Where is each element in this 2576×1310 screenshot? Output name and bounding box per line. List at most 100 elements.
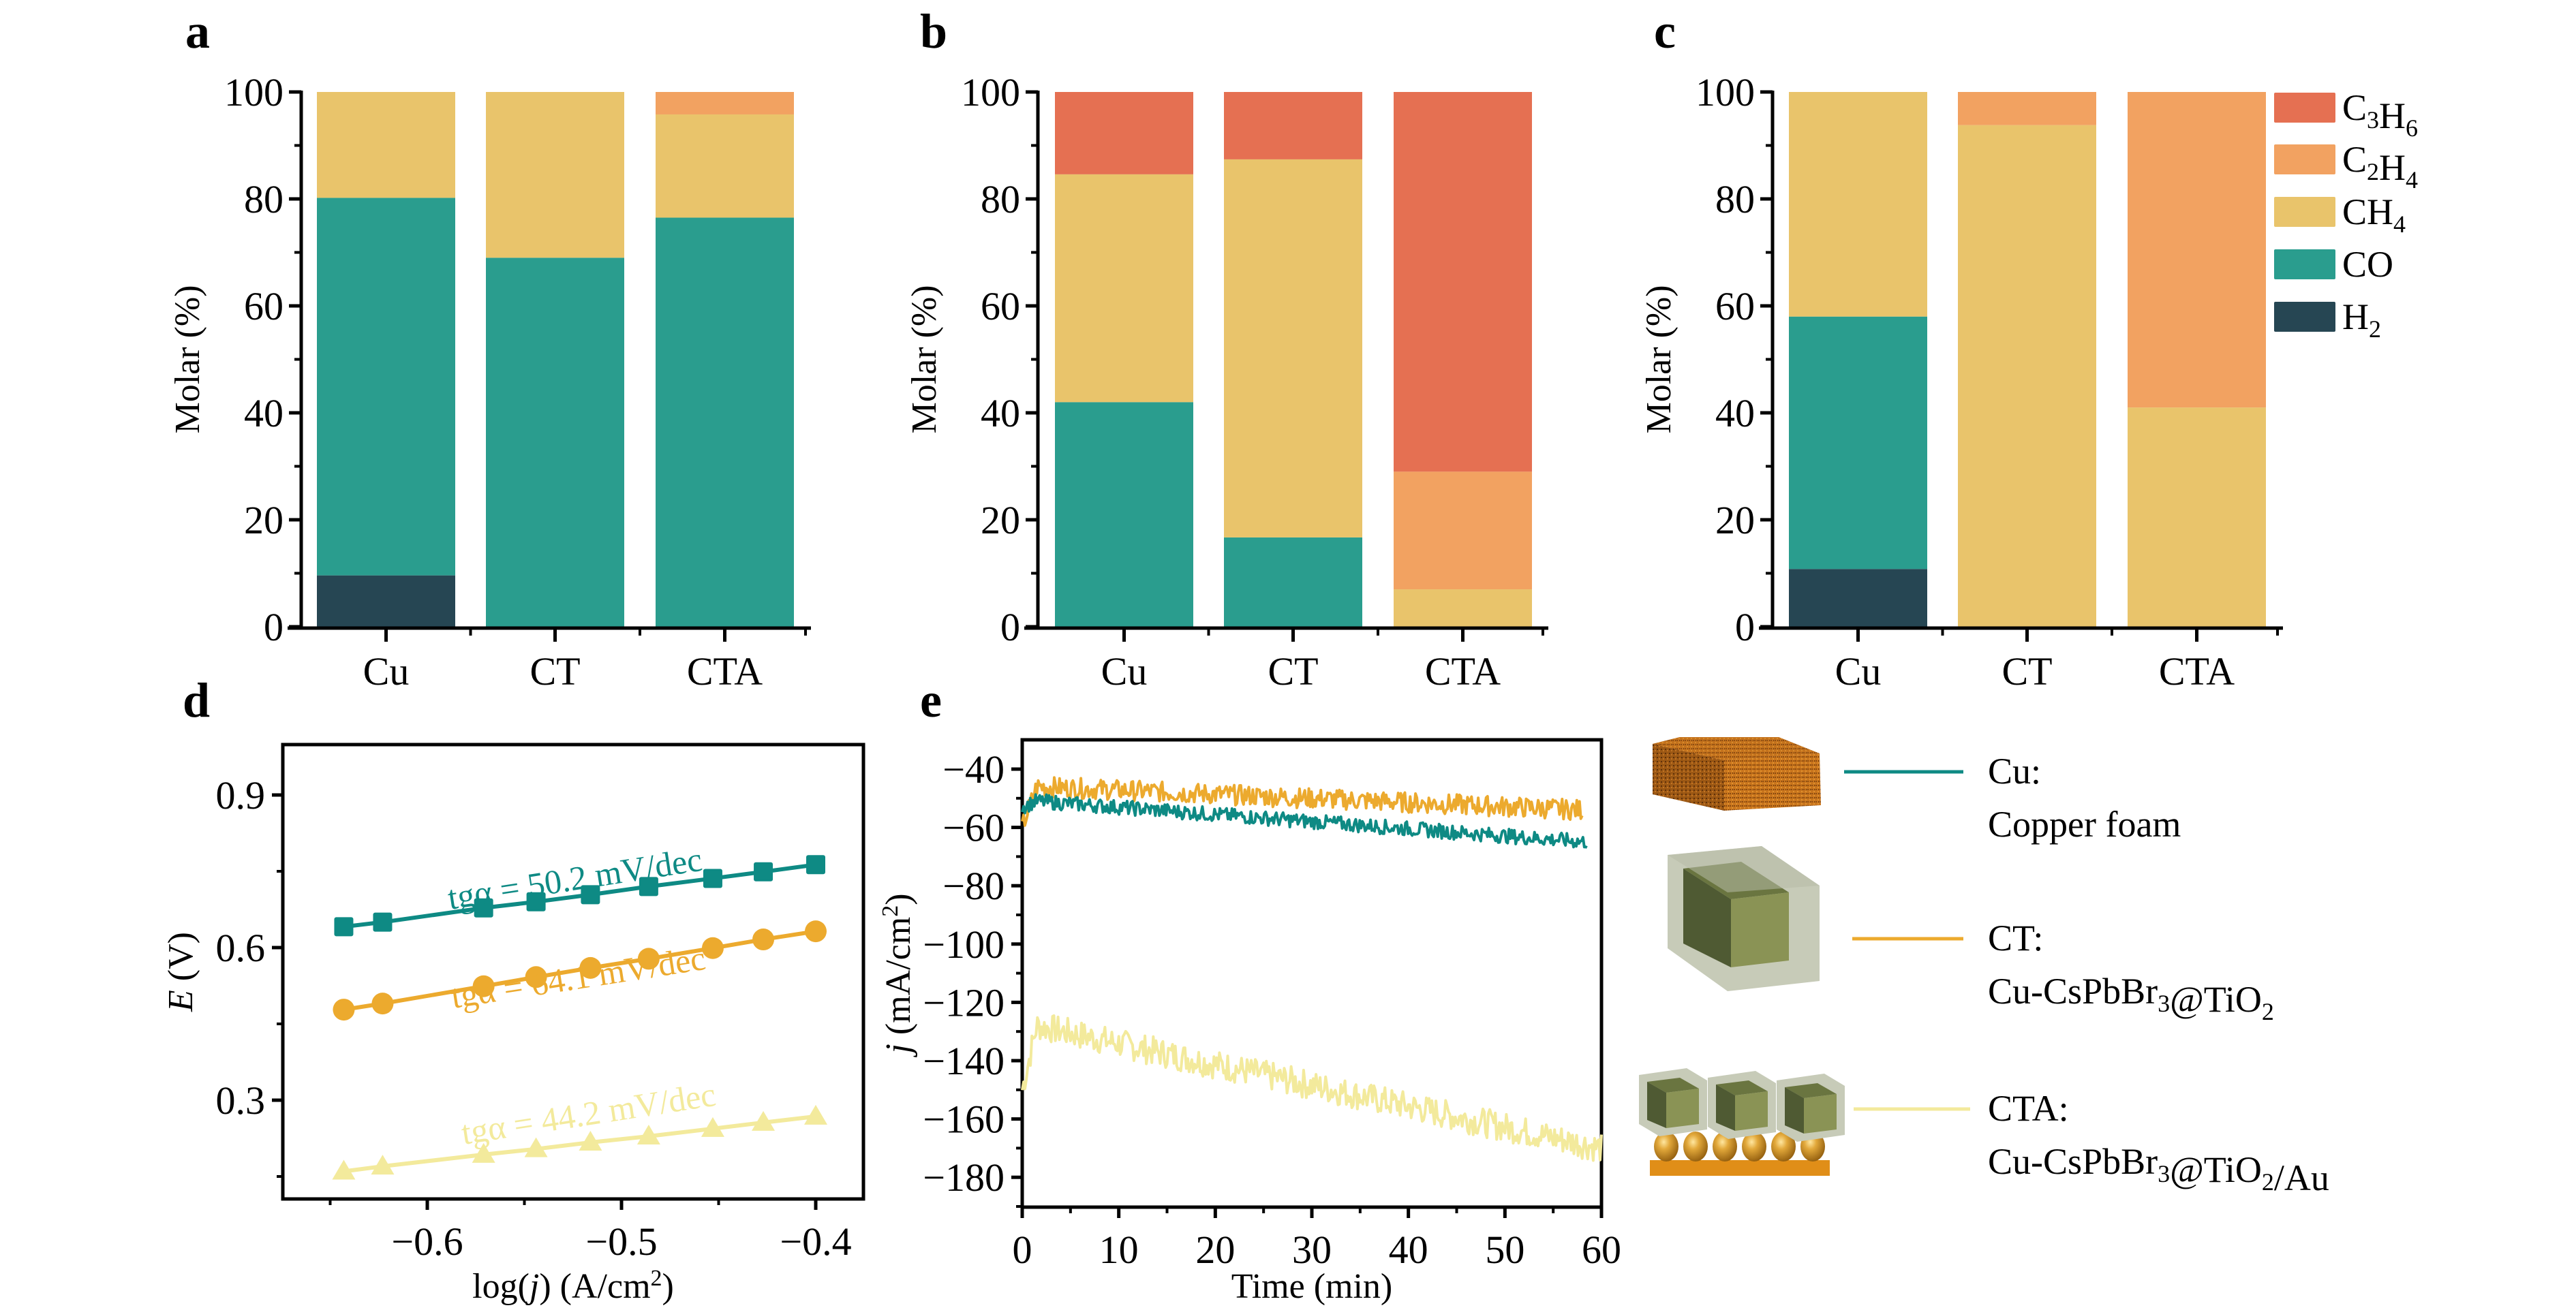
- y-tick-label: 40: [981, 391, 1020, 435]
- x-axis-title: log(j) (A/cm2): [472, 1266, 674, 1306]
- series-line-cu: [1021, 793, 1588, 849]
- bar-segment-co-cta: [656, 217, 794, 627]
- bar-segment-c3h6-ct: [1224, 92, 1362, 159]
- bar-segment-c3h6-cu: [1055, 92, 1193, 174]
- series-line-ct: [1021, 776, 1584, 827]
- legend-swatch-c3h6: [2274, 93, 2335, 123]
- bar-segment-co-ct: [1224, 537, 1362, 627]
- y-tick-label: 20: [244, 498, 283, 542]
- x-tick-label: 20: [1195, 1228, 1235, 1272]
- legend-description-ct: Cu-CsPbBr3@TiO2: [1988, 971, 2274, 1025]
- legend-swatch-co: [2274, 249, 2335, 279]
- y-axis-title: Molar (%): [905, 285, 944, 433]
- sample-legend: Cu: Copper foam CT: Cu-CsPbBr3@TiO2 CTA: Cu-C…: [1844, 751, 2329, 1198]
- bar-segment-ch4-ct: [1224, 159, 1362, 537]
- perovskite-top: [1647, 1078, 1699, 1093]
- data-point-ct: [371, 993, 394, 1015]
- y-tick-label: 100: [1696, 70, 1755, 114]
- x-tick-label: −0.5: [585, 1219, 657, 1264]
- series-line-cta: [1021, 1014, 1603, 1162]
- data-point-cta: [524, 1137, 548, 1157]
- y-tick-label: 0: [1000, 605, 1020, 649]
- y-tick-label: 80: [244, 177, 283, 221]
- data-point-cu: [806, 855, 825, 875]
- x-tick-label-ct: CT: [1268, 649, 1318, 693]
- x-tick-label: 10: [1099, 1228, 1139, 1272]
- y-tick-label: 60: [981, 284, 1020, 328]
- data-point-cta: [752, 1110, 776, 1131]
- data-point-cu: [581, 885, 600, 905]
- data-point-cta: [804, 1104, 827, 1125]
- data-point-cu: [334, 917, 354, 937]
- bar-segment-h2-cu: [1789, 569, 1927, 627]
- x-tick-label-ct: CT: [2002, 649, 2052, 693]
- y-tick-label: 40: [244, 391, 283, 435]
- legend-description-cu: Copper foam: [1988, 804, 2181, 845]
- legend-title-cu: Cu:: [1988, 751, 2041, 792]
- bar-segment-ch4-ct: [1958, 125, 2096, 627]
- bar-segment-co-cu: [1789, 316, 1927, 570]
- y-axis-title: j (mA/cm2): [878, 893, 918, 1057]
- panel-d-chart: 0.3 0.6 0.9 −0.6 −0.5 −0.4 log(j) (A/cm2) E (V)…: [162, 743, 865, 1306]
- panel-c-chart: 0 20 40 60 80 100 Cu CT CTA Molar (%): [1640, 70, 2283, 693]
- data-point-cta: [701, 1117, 724, 1137]
- coated-cube-icon: [1668, 846, 1820, 991]
- y-tick-label: 0.3: [216, 1078, 266, 1123]
- cu-substrate: [1650, 1160, 1830, 1176]
- data-point-cta: [579, 1130, 602, 1151]
- y-tick-label: 40: [1715, 391, 1755, 435]
- y-tick-label: −60: [942, 806, 1005, 850]
- bar-segment-h2-cu: [317, 575, 455, 627]
- data-point-ct: [333, 999, 355, 1021]
- perovskite-side: [1647, 1082, 1666, 1128]
- data-point-cu: [639, 877, 658, 896]
- legend-swatch-c2h4: [2274, 144, 2335, 174]
- data-point-ct: [805, 920, 827, 943]
- y-tick-label: 60: [244, 284, 283, 328]
- bar-segment-c2h4-cta: [2128, 92, 2266, 408]
- x-tick-label: 30: [1292, 1228, 1332, 1272]
- legend-label-co: CO: [2342, 244, 2393, 285]
- au-nanoparticle: [1654, 1132, 1678, 1161]
- bar-segment-co-cu: [317, 198, 455, 576]
- legend-swatch-h2: [2274, 302, 2335, 332]
- panel-label-a: a: [185, 4, 210, 59]
- au-nanoparticle: [1771, 1132, 1796, 1161]
- y-tick-label: −180: [923, 1155, 1005, 1200]
- data-point-cu: [703, 869, 722, 888]
- data-point-ct: [579, 956, 602, 979]
- x-tick-label: 0: [1013, 1228, 1032, 1272]
- data-point-ct: [752, 929, 775, 951]
- x-tick-label: 60: [1582, 1228, 1621, 1272]
- perovskite-front: [1804, 1094, 1837, 1134]
- au-nanoparticle: [1742, 1132, 1766, 1161]
- bar-segment-ch4-ct: [486, 92, 624, 258]
- data-point-cta: [637, 1125, 660, 1145]
- plot-frame: [281, 743, 865, 1201]
- perovskite-top: [1785, 1083, 1837, 1098]
- x-tick-label-ct: CT: [530, 649, 580, 693]
- x-tick-label: −0.6: [391, 1219, 463, 1264]
- perovskite-front: [1735, 1091, 1768, 1131]
- bar-segment-ch4-cta: [1394, 589, 1532, 627]
- x-tick-label-cu: Cu: [363, 649, 410, 693]
- y-tick-label: 20: [981, 498, 1020, 542]
- data-point-cu: [526, 892, 546, 911]
- bar-segment-ch4-cta: [2128, 407, 2266, 627]
- bar-segment-ch4-cu: [317, 92, 455, 198]
- y-tick-label: 20: [1715, 498, 1755, 542]
- legend-label-c3h6: C3H6: [2342, 87, 2418, 142]
- au-nanoparticle: [1683, 1132, 1708, 1161]
- x-tick-label: 50: [1485, 1228, 1524, 1272]
- perovskite-side: [1716, 1085, 1735, 1131]
- legend-title-ct: CT:: [1988, 918, 2043, 958]
- bar-segment-c2h4-cta: [656, 92, 794, 114]
- perovskite-side: [1785, 1087, 1804, 1134]
- y-tick-label: 0.9: [216, 773, 266, 817]
- data-point-cta: [371, 1155, 395, 1175]
- legend-swatch-ch4: [2274, 197, 2335, 227]
- bar-segment-c2h4-cta: [1394, 471, 1532, 590]
- y-axis-title: Molar (%): [1640, 285, 1678, 433]
